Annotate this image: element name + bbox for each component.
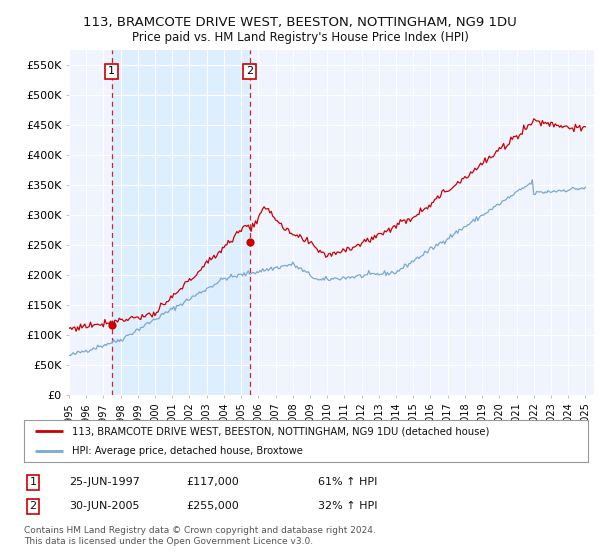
Text: 61% ↑ HPI: 61% ↑ HPI (318, 477, 377, 487)
Text: 1: 1 (108, 67, 115, 76)
Text: 2: 2 (29, 501, 37, 511)
Text: £117,000: £117,000 (186, 477, 239, 487)
Text: 30-JUN-2005: 30-JUN-2005 (69, 501, 139, 511)
Point (245, 237, 254, 246)
Text: Contains HM Land Registry data © Crown copyright and database right 2024.
This d: Contains HM Land Registry data © Crown c… (24, 526, 376, 546)
Text: 113, BRAMCOTE DRIVE WEST, BEESTON, NOTTINGHAM, NG9 1DU: 113, BRAMCOTE DRIVE WEST, BEESTON, NOTTI… (83, 16, 517, 29)
Text: 113, BRAMCOTE DRIVE WEST, BEESTON, NOTTINGHAM, NG9 1DU (detached house): 113, BRAMCOTE DRIVE WEST, BEESTON, NOTTI… (72, 426, 490, 436)
Text: Price paid vs. HM Land Registry's House Price Index (HPI): Price paid vs. HM Land Registry's House … (131, 31, 469, 44)
Text: £255,000: £255,000 (186, 501, 239, 511)
Text: 25-JUN-1997: 25-JUN-1997 (69, 477, 140, 487)
Text: HPI: Average price, detached house, Broxtowe: HPI: Average price, detached house, Brox… (72, 446, 303, 456)
Text: 1: 1 (29, 477, 37, 487)
Text: 32% ↑ HPI: 32% ↑ HPI (318, 501, 377, 511)
Point (107, 320, 116, 329)
Bar (112, 50, 250, 395)
Text: 2: 2 (246, 67, 253, 76)
